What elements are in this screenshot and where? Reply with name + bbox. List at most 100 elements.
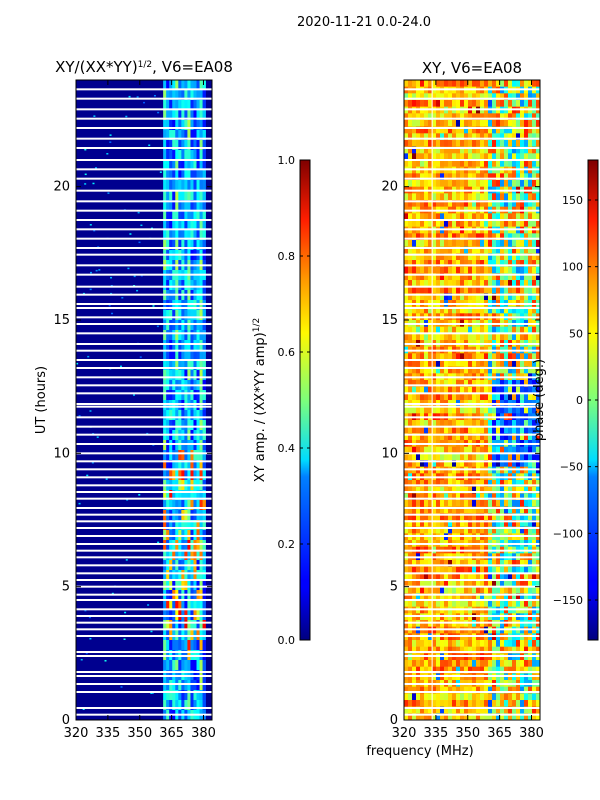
amplitude-cell <box>184 320 188 331</box>
phase-cell <box>452 333 457 341</box>
phase-cell <box>480 266 485 274</box>
amplitude-cell <box>190 360 194 371</box>
phase-flag-gap <box>404 416 540 419</box>
phase-cell <box>440 500 445 507</box>
phase-cell <box>464 393 469 401</box>
phase-cell <box>520 573 525 581</box>
phase-cell <box>512 200 517 207</box>
phase-cell <box>528 580 533 587</box>
phase-cell <box>448 326 453 334</box>
phase-cell <box>484 293 489 301</box>
phase-cell <box>444 500 449 507</box>
amplitude-cell <box>196 320 200 331</box>
phase-cell <box>460 586 465 594</box>
phase-cell <box>476 246 481 254</box>
phase-cell <box>508 506 513 514</box>
amplitude-cell <box>181 320 185 331</box>
phase-cell <box>480 213 485 221</box>
amplitude-speckle <box>78 502 81 505</box>
phase-cell <box>432 180 437 187</box>
phase-cell <box>504 420 509 427</box>
phase-cell <box>404 386 409 394</box>
phase-cell <box>412 500 417 507</box>
phase-cell <box>440 306 445 314</box>
phase-cell <box>504 560 509 567</box>
phase-cell <box>500 366 505 374</box>
phase-cell <box>508 560 513 567</box>
phase-cell <box>436 353 441 361</box>
phase-cell <box>508 240 513 247</box>
phase-cell <box>536 213 540 221</box>
phase-cell <box>492 193 497 201</box>
phase-cell <box>492 713 497 720</box>
phase-cell <box>424 420 429 427</box>
phase-cell <box>512 273 517 281</box>
amplitude-flag-gap <box>76 189 212 192</box>
phase-cell <box>504 686 509 694</box>
amplitude-cell <box>175 170 179 181</box>
phase-cell <box>468 420 473 427</box>
phase-cell <box>412 280 417 287</box>
phase-cell <box>468 240 473 247</box>
phase-cell <box>496 200 501 207</box>
phase-cell <box>528 113 533 121</box>
phase-cell <box>436 233 441 241</box>
phase-cell <box>456 353 461 361</box>
phase-cell <box>496 700 501 707</box>
phase-cell <box>524 146 529 154</box>
phase-cell <box>536 286 540 294</box>
amplitude-cell <box>202 460 206 471</box>
amplitude-flag-gap <box>76 527 212 529</box>
amplitude-cell <box>202 320 206 331</box>
phase-cell <box>460 200 465 207</box>
phase-cell <box>428 100 433 107</box>
phase-cell <box>476 193 481 201</box>
phase-cell <box>456 120 461 127</box>
phase-cell <box>460 360 465 367</box>
phase-cell <box>512 666 517 674</box>
phase-cell <box>492 280 497 287</box>
phase-cell <box>488 593 493 601</box>
phase-cell <box>452 80 457 87</box>
amplitude-cell <box>181 210 185 221</box>
amplitude-cell <box>169 240 173 251</box>
phase-cell <box>496 213 501 221</box>
amplitude-cell <box>193 680 197 691</box>
phase-cell <box>448 446 453 454</box>
amplitude-cell <box>163 690 167 701</box>
amplitude-speckle <box>84 173 87 176</box>
phase-cell <box>480 420 485 427</box>
phase-cell <box>472 693 477 701</box>
phase-cell <box>404 660 409 667</box>
phase-cell <box>536 133 540 141</box>
amplitude-cell <box>169 360 173 371</box>
amplitude-cell <box>193 90 197 101</box>
phase-cell <box>512 420 517 427</box>
amplitude-cell <box>178 350 182 361</box>
phase-cell <box>480 380 485 387</box>
amplitude-cell <box>169 470 173 481</box>
phase-cell <box>412 306 417 314</box>
phase-cell <box>508 220 513 227</box>
phase-cell <box>436 333 441 341</box>
phase-cell <box>528 386 533 394</box>
phase-cell <box>476 293 481 301</box>
phase-cell <box>512 580 517 587</box>
phase-cell <box>424 306 429 314</box>
phase-cell <box>536 600 540 607</box>
phase-cell <box>416 293 421 301</box>
phase-cell <box>532 453 537 461</box>
amplitude-cell <box>193 370 197 381</box>
phase-flag-gap <box>404 675 540 677</box>
amplitude-flag-gap <box>76 177 212 180</box>
phase-cell <box>520 566 525 574</box>
phase-cell <box>516 486 521 494</box>
phase-cell <box>404 453 409 461</box>
amplitude-cell <box>196 170 200 181</box>
amplitude-cell <box>166 240 170 251</box>
phase-cell <box>464 486 469 494</box>
phase-cell <box>496 100 501 107</box>
phase-cell <box>412 580 417 587</box>
phase-cell <box>456 273 461 281</box>
amplitude-cell <box>163 450 167 461</box>
